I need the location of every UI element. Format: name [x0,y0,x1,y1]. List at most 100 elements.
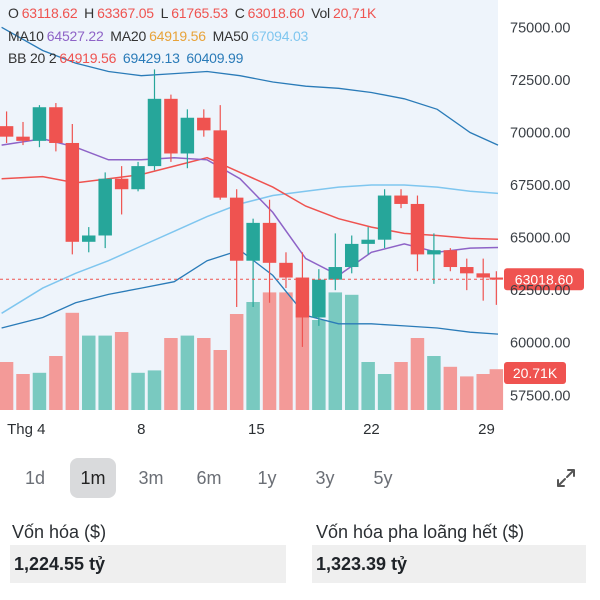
volume-bar [229,314,244,410]
x-tick-label: 15 [248,421,265,438]
candle [262,199,277,303]
volume-bar [328,292,343,410]
candlestick-chart-svg[interactable]: 63018.60 75000.00 72500.00 70000.00 67500.0… [0,0,600,448]
volume-bar [460,376,474,410]
ma10-label: MA10 [8,28,44,44]
ma50-value: 67094.03 [251,28,309,44]
timeframe-button-1m[interactable]: 1m [70,458,116,498]
candle [197,109,211,137]
bb-lower-value: 60409.99 [186,50,244,66]
ohlc-legend: O 63118.62 H 63367.05 L 61765.53 C 63018.60 … [8,5,379,21]
ma50-line [1,184,499,314]
volume-bar [443,366,458,410]
y-tick-label: 70000.00 [510,125,570,141]
candle-body [427,250,441,255]
last-price-badge-text: 63018.60 [515,272,574,288]
candle-body [443,250,458,268]
volume-bar [410,338,425,410]
fdv-label: Vốn hóa pha loãng hết ($) [316,522,525,542]
candle-body [279,262,293,278]
volume-bar [98,335,112,410]
y-tick-label: 57500.00 [510,388,570,404]
open-value: 63118.62 [21,5,78,21]
volume-bar [394,362,408,410]
timeframe-button-3m[interactable]: 3m [138,467,164,488]
candle [49,103,63,152]
candle-body [312,279,326,318]
volume-bar [0,362,14,410]
candle-body [49,107,63,143]
candle-body [377,195,392,240]
candle [98,172,112,249]
candle [131,161,145,192]
timeframe-button-6m[interactable]: 6m [196,467,222,488]
candle-body [82,235,96,242]
bb-upper-line [1,26,499,146]
volume-bar [131,372,145,410]
candle [460,258,474,291]
bb-mid-value: 69429.13 [122,50,180,66]
volume-bar [147,370,162,410]
volume-bar [344,294,359,410]
candle [476,258,490,301]
price-chart[interactable]: 63018.60 75000.00 72500.00 70000.00 67500.0… [0,0,600,448]
volume-bar [180,335,195,410]
volume-bar [476,374,490,410]
candle [328,233,343,291]
volume-label: Vol [311,5,330,21]
candle [344,235,359,274]
candle [147,69,162,171]
candle [180,109,195,169]
y-tick-label: 60000.00 [510,336,570,352]
candle-body [98,178,112,236]
candle-body [229,197,244,261]
candle-body [32,107,47,141]
last-price-badge [504,268,584,291]
volume-bar [312,320,326,410]
timeframe-button-3y[interactable]: 3y [315,467,335,488]
volume-bar [82,335,96,410]
candle [361,227,375,255]
high-label: H [84,5,95,21]
volume-bar [65,312,80,410]
ma-legend: MA10 64527.22 MA20 64919.56 MA50 67094.03 [8,28,311,44]
candle [213,105,227,200]
volume-bar [32,372,47,410]
timeframe-button-1d[interactable]: 1d [24,467,46,488]
candle-body [131,166,145,190]
open-label: O [8,5,19,21]
volume-bar [246,302,260,410]
candle-body [0,126,14,137]
candle-body [394,195,408,204]
expand-icon[interactable] [554,466,578,490]
x-tick-label: 29 [478,421,495,438]
volume-bar [489,369,504,410]
candle [0,111,14,143]
candle-body [16,136,30,141]
volume-bar [427,356,441,410]
candle [377,189,392,249]
close-label: C [234,5,245,21]
candle [164,94,178,162]
volume-bar [262,292,277,410]
timeframe-button-1y[interactable]: 1y [257,467,277,488]
low-label: L [160,5,169,21]
candle-body [489,277,504,280]
market-cap-label: Vốn hóa ($) [12,522,107,542]
candle-body [295,277,310,318]
timeframe-button-5y[interactable]: 5y [373,467,393,488]
candle-body [262,222,277,263]
low-value: 61765.53 [171,5,228,21]
ma10-value: 64527.22 [46,28,104,44]
close-value: 63018.60 [247,5,305,21]
volume-badge [504,362,566,384]
candle-body [114,178,129,190]
x-tick-label: 8 [137,421,145,438]
candle [32,105,47,148]
volume-badge-text: 20.71K [513,365,558,381]
candle-body [213,130,227,198]
bb-label: BB 20 2 [8,50,57,66]
candle [16,121,30,146]
candle [114,166,129,215]
candle [312,269,326,326]
